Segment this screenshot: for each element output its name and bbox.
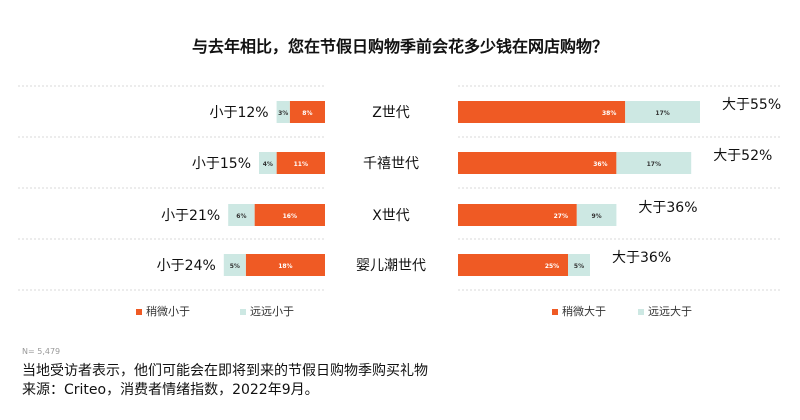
data-label-much-more: 9% [592,213,602,220]
left-total-label: 小于12% [209,105,268,121]
left-total-label: 小于15% [192,156,251,172]
category-label: Z世代 [372,105,410,121]
data-label-slightly-more: 38% [602,110,616,117]
data-label-slightly-more: 27% [554,213,568,220]
bar-much-more [576,204,617,226]
bar-slightly-less [254,204,325,226]
data-label-slightly-less: 18% [278,263,292,270]
right-total-label: 大于52% [713,148,772,164]
data-label-slightly-less: 16% [283,213,297,220]
legend-slightly-more-swatch [552,309,558,315]
legend-slightly-less-label: 稍微小于 [146,304,190,318]
data-label-much-less: 4% [263,161,273,168]
bar-slightly-less [245,254,325,276]
category-label: X世代 [372,208,410,224]
bar-slightly-more [458,152,617,174]
chart-svg: 8% 3% 小于12% Z世代 38% 17% 大于55% 11% 4% 小于15% 千禧世代 36%… [18,85,782,318]
chart-title: 与去年相比，您在节假日购物季前会花多少钱在网店购物？ [191,37,608,56]
data-label-slightly-more: 25% [545,263,559,270]
data-label-much-less: 6% [236,213,246,220]
legend-slightly-more-label: 稍微大于 [562,304,606,318]
bar-slightly-more [458,101,626,123]
bar-much-less [223,254,246,276]
bar-much-less [259,152,277,174]
bar-slightly-less [289,101,325,123]
right-total-label: 大于36% [612,250,671,266]
bar-slightly-more [458,204,577,226]
data-label-much-less: 3% [278,110,288,117]
bar-slightly-more [458,254,568,276]
caption-line-1: 当地受访者表示，他们可能会在即将到来的节假日购物季购买礼物 [22,363,428,379]
caption-line-2: 来源：Criteo，消费者情绪指数，2022年9月。 [22,382,319,398]
bar-much-more [625,101,700,123]
legend-much-less-swatch [240,309,246,315]
bar-much-more [616,152,692,174]
data-label-slightly-less: 11% [294,161,308,168]
legend-slightly-less-swatch [136,309,142,315]
bar-much-more [568,254,590,276]
bar-much-less [276,101,290,123]
right-total-label: 大于36% [638,200,697,216]
right-total-label: 大于55% [722,97,781,113]
legend-much-more-swatch [638,309,644,315]
data-label-much-less: 5% [230,263,240,270]
category-label: 千禧世代 [363,156,419,172]
left-total-label: 小于21% [161,208,220,224]
data-label-slightly-less: 8% [302,110,312,117]
legend-much-more-label: 远远大于 [648,304,692,318]
caption: 当地受访者表示，他们可能会在即将到来的节假日购物季购买礼物 来源：Criteo，… [22,362,428,400]
data-label-much-more: 17% [647,161,661,168]
sample-size-footnote: N= 5,479 [22,347,61,356]
data-label-slightly-more: 36% [593,161,607,168]
category-label: 婴儿潮世代 [356,258,426,274]
bar-much-less [228,204,255,226]
data-label-much-more: 5% [574,263,584,270]
legend-much-less-label: 远远小于 [250,305,294,318]
data-label-much-more: 17% [655,110,669,117]
bar-slightly-less [276,152,325,174]
left-total-label: 小于24% [157,258,216,274]
